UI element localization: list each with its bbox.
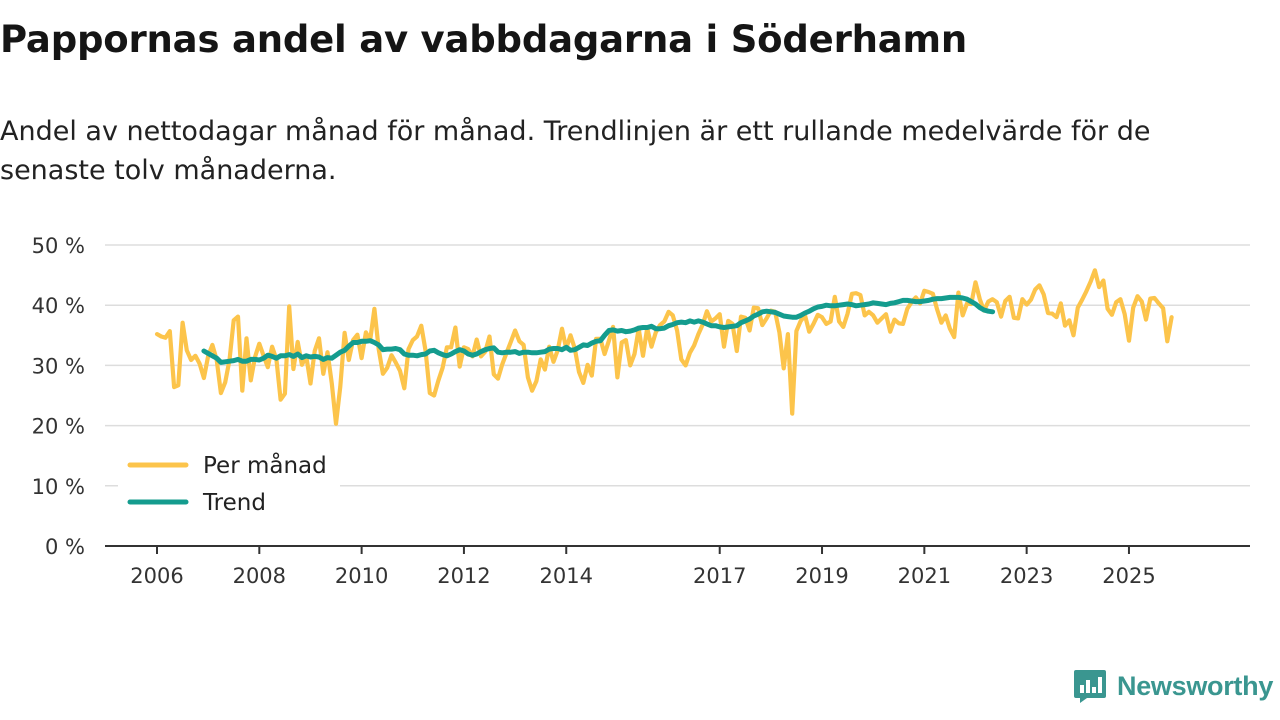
x-tick-label: 2014 — [540, 564, 593, 588]
legend: Per månad Trend — [118, 446, 340, 522]
y-tick-label: 20 % — [32, 415, 85, 439]
series-line-monthly — [154, 268, 1174, 426]
x-tick-label: 2010 — [335, 564, 388, 588]
x-tick-label: 2019 — [795, 564, 848, 588]
y-tick-label: 0 % — [45, 535, 85, 559]
x-tick-label: 2006 — [130, 564, 183, 588]
x-tick-label: 2017 — [693, 564, 746, 588]
newsworthy-logo-text: Newsworthy — [1117, 670, 1274, 701]
series-lines — [154, 268, 1174, 426]
x-tick-label: 2012 — [437, 564, 490, 588]
chart-subtitle: Andel av nettodagar månad för månad. Tre… — [0, 116, 1151, 186]
legend-label-trend: Trend — [202, 490, 266, 516]
series-line-trend — [201, 294, 996, 365]
y-tick-label: 10 % — [32, 475, 85, 499]
y-axis-ticks: 0 % 10 % 20 % 30 % 40 % 50 % — [32, 234, 85, 559]
x-tick-label: 2023 — [1000, 564, 1053, 588]
legend-label-monthly: Per månad — [203, 451, 327, 479]
y-tick-label: 30 % — [32, 354, 85, 378]
x-tick-label: 2025 — [1102, 564, 1155, 588]
line-chart: 0 % 10 % 20 % 30 % 40 % 50 % 2006 2008 2010 2012… — [32, 234, 1250, 588]
x-tick-label: 2008 — [233, 564, 286, 588]
chart-title: Pappornas andel av vabbdagarna i Söderha… — [0, 18, 968, 61]
x-axis: 2006 2008 2010 2012 2014 2017 2019 2021 2023 2025 — [105, 545, 1250, 588]
newsworthy-logo: Newsworthy — [1073, 667, 1273, 705]
legend-background — [118, 446, 340, 522]
y-tick-label: 50 % — [32, 234, 85, 258]
newsworthy-logo-icon — [1074, 670, 1106, 703]
y-tick-label: 40 % — [32, 294, 85, 318]
x-tick-label: 2021 — [898, 564, 951, 588]
